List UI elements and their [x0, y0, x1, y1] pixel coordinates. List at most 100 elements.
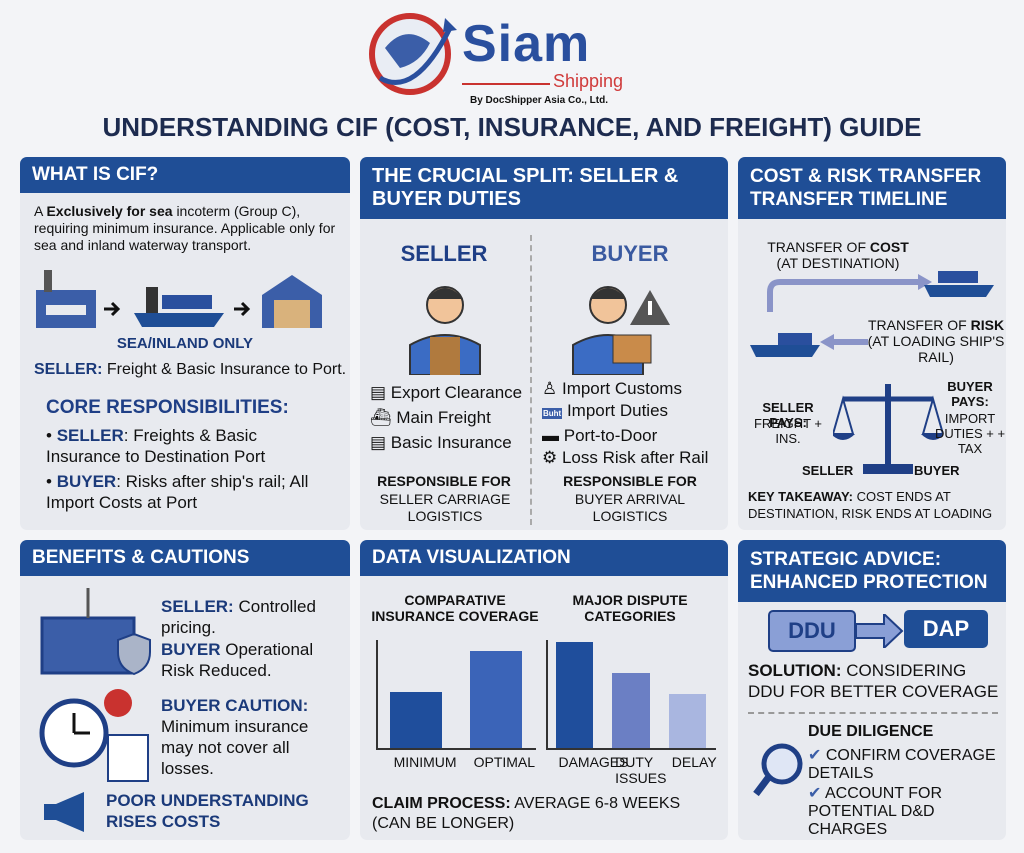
check: ✔ ACCOUNT FOR POTENTIAL D&D CHARGES: [808, 785, 998, 839]
panel-title: STRATEGIC ADVICE: ENHANCED PROTECTION: [738, 540, 1006, 602]
panel-timeline: COST & RISK TRANSFER TRANSFER TIMELINE T…: [738, 157, 1006, 530]
item: Buht Import Duties: [542, 400, 728, 425]
text: Controlled pricing.: [161, 597, 316, 637]
label: SOLUTION:: [748, 661, 842, 680]
logo-name: Siam: [462, 15, 591, 73]
clock-icon: [39, 689, 149, 782]
text: : Risks after ship's rail; All Import Co…: [46, 472, 309, 512]
text: incoterm (Group C), requiring minimum in…: [34, 203, 336, 253]
caution: Minimum insurance may not cover all loss…: [161, 717, 309, 778]
text: CONFIRM COVERAGE DETAILS: [808, 747, 996, 782]
text: COST ENDS AT DESTINATION, RISK ENDS AT L…: [748, 489, 993, 521]
text: Port-to-Door: [563, 426, 658, 445]
container-icon: [40, 588, 151, 676]
check-icon: ✔: [808, 747, 822, 764]
panel-title: DATA VISUALIZATION: [360, 540, 728, 576]
arrow: [856, 614, 904, 648]
x-tick-label: OPTIMAL: [473, 754, 536, 770]
x-tick-label: DAMAGES: [558, 754, 629, 770]
check: ✔ CONFIRM COVERAGE DETAILS: [808, 747, 998, 783]
text: (AT LOADING SHIP'S RAIL): [867, 333, 1005, 365]
seller-heading: SELLER: [400, 241, 488, 266]
text: A: [34, 203, 43, 219]
logo-sub: Shipping: [553, 71, 624, 91]
item: ⚙ Loss Risk after Rail: [542, 448, 709, 467]
text: Import Customs: [561, 379, 682, 398]
scale-right: BUYER: [914, 463, 960, 478]
to-term: DAP: [904, 610, 988, 648]
text: COST: [869, 239, 909, 255]
text: ACCOUNT FOR POTENTIAL D&D CHARGES: [808, 785, 943, 838]
cost-transfer: TRANSFER OF COST (AT DESTINATION): [758, 239, 918, 271]
panel-data-viz: DATA VISUALIZATION COMPARATIVE INSURANCE…: [360, 540, 728, 840]
bar: [469, 650, 523, 748]
x-tick-label: MINIMUM: [393, 754, 457, 770]
x-tick-label: DUTY ISSUES: [615, 754, 667, 786]
text: TRANSFER OF: [867, 317, 967, 333]
transport-diagram: [36, 270, 322, 328]
item: ▬ Port-to-Door: [542, 426, 658, 445]
text: Freight & Basic Insurance to Port.: [106, 361, 347, 378]
risk-transfer: TRANSFER OF RISK (AT LOADING SHIP'S RAIL): [866, 317, 1006, 365]
text: AVERAGE 6-8 WEEKS (CAN BE LONGER): [372, 795, 681, 832]
solution: SOLUTION: CONSIDERING DDU FOR BETTER COV…: [748, 660, 1006, 702]
label: BUYER: [56, 472, 117, 491]
seller-figure: [409, 286, 481, 375]
text: : Freights & Basic Insurance to Destinat…: [46, 426, 266, 466]
buyer-heading: BUYER: [591, 241, 669, 266]
buyer-resp: BUYER ARRIVAL LOGISTICS: [574, 491, 686, 524]
label: CLAIM PROCESS:: [372, 795, 511, 812]
axis: [376, 640, 378, 748]
seller-summary: SELLER: Freight & Basic Insurance to Por…: [34, 361, 349, 379]
panel-title: THE CRUCIAL SPLIT: SELLER & BUYER DUTIES: [360, 157, 728, 219]
text: TRANSFER OF: [767, 239, 866, 255]
text: (AT DESTINATION): [776, 255, 900, 271]
item: ♙ Import Customs: [542, 379, 682, 398]
text: Import Duties: [566, 401, 669, 420]
caution-label: BUYER CAUTION:: [161, 696, 309, 715]
text: CONSIDERING DDU FOR BETTER COVERAGE: [748, 661, 999, 701]
claim-process: CLAIM PROCESS: AVERAGE 6-8 WEEKS (CAN BE…: [372, 794, 712, 834]
divider: [530, 235, 532, 525]
bar: [612, 673, 650, 748]
panel-title: BENEFITS & CAUTIONS: [20, 540, 350, 576]
seller-items: ▤ Export Clearance ⛴ Main Freight ▤ Basi…: [370, 380, 530, 455]
poor-understanding: POOR UNDERSTANDING RISES COSTS: [106, 791, 309, 831]
text: Exclusively for sea: [46, 203, 173, 219]
chart: MAJOR DISPUTE CATEGORIES DAMAGES DUTY ISSU…: [540, 592, 720, 786]
logo-rule: [462, 83, 550, 85]
text: RISK: [970, 317, 1005, 333]
label: SELLER:: [34, 361, 103, 378]
page-title: UNDERSTANDING CIF (COST, INSURANCE, AND …: [102, 112, 922, 142]
icon-label: Buht: [542, 408, 563, 419]
text: Basic Insurance: [390, 433, 512, 452]
seller-resp-title: RESPONSIBLE FOR: [377, 473, 511, 489]
axis: [546, 640, 548, 748]
label: KEY TAKEAWAY:: [748, 489, 853, 504]
benefit: SELLER: Controlled pricing.: [161, 596, 341, 638]
bar: [668, 694, 707, 748]
buyer-pays: IMPORT DUTIES + + TAX: [934, 411, 1006, 456]
intro: A Exclusively for sea incoterm (Group C)…: [34, 203, 344, 254]
panel-advice: STRATEGIC ADVICE: ENHANCED PROTECTION DD…: [738, 540, 1006, 840]
panel-split: THE CRUCIAL SPLIT: SELLER & BUYER DUTIES…: [360, 157, 728, 530]
benefit: BUYER Operational Risk Reduced.: [161, 639, 341, 681]
panel-title: COST & RISK TRANSFER TRANSFER TIMELINE: [738, 157, 1006, 219]
label: BUYER: [161, 640, 221, 659]
magnifier-icon: [753, 743, 803, 797]
scale-left: SELLER: [802, 463, 854, 478]
scale: [833, 384, 943, 474]
diagram-label: SEA/INLAND ONLY: [116, 335, 254, 352]
buyer-resp-title: RESPONSIBLE FOR: [563, 473, 697, 489]
panel-benefits: BENEFITS & CAUTIONS SELLER: Controlled p…: [20, 540, 350, 840]
x-tick-label: DELAY: [671, 754, 717, 770]
diligence-title: DUE DILIGENCE: [808, 723, 934, 740]
buyer-pays-label: BUYER PAYS:: [947, 379, 993, 409]
item: ⛴ Main Freight: [370, 408, 491, 427]
item: ▤ Export Clearance: [370, 383, 523, 402]
axis: [376, 748, 536, 750]
label: SELLER: [56, 426, 124, 445]
buyer-figure: [572, 286, 670, 375]
bar: [555, 642, 594, 748]
